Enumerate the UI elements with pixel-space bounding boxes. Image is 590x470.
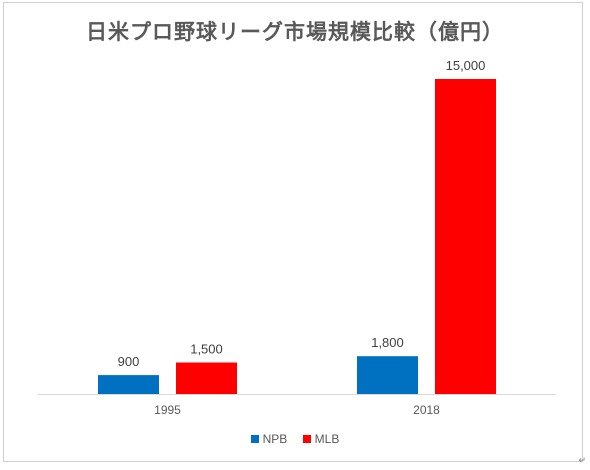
chart-title: 日米プロ野球リーグ市場規模比較（億円） (86, 20, 504, 44)
data-label-mlb-2018: 15,000 (446, 58, 486, 73)
bar-npb-1995 (98, 375, 159, 394)
x-tick-label-2018: 2018 (413, 403, 440, 417)
chart-legend: NPB MLB (0, 432, 590, 446)
legend-swatch-npb (250, 435, 259, 443)
data-label-npb-1995: 900 (118, 354, 140, 369)
bar-mlb-1995 (176, 362, 237, 394)
legend-item-npb: NPB (250, 432, 288, 446)
x-tick-label-1995: 1995 (154, 403, 181, 417)
data-label-mlb-1995: 1,500 (190, 342, 223, 357)
legend-label-mlb: MLB (314, 432, 340, 446)
legend-swatch-mlb (302, 435, 311, 443)
bar-mlb-2018 (435, 79, 496, 394)
return-mark: ↵ (578, 456, 586, 466)
data-label-npb-2018: 1,800 (371, 335, 404, 350)
legend-label-npb: NPB (262, 432, 288, 446)
legend-item-mlb: MLB (302, 432, 340, 446)
bar-npb-2018 (357, 356, 418, 394)
